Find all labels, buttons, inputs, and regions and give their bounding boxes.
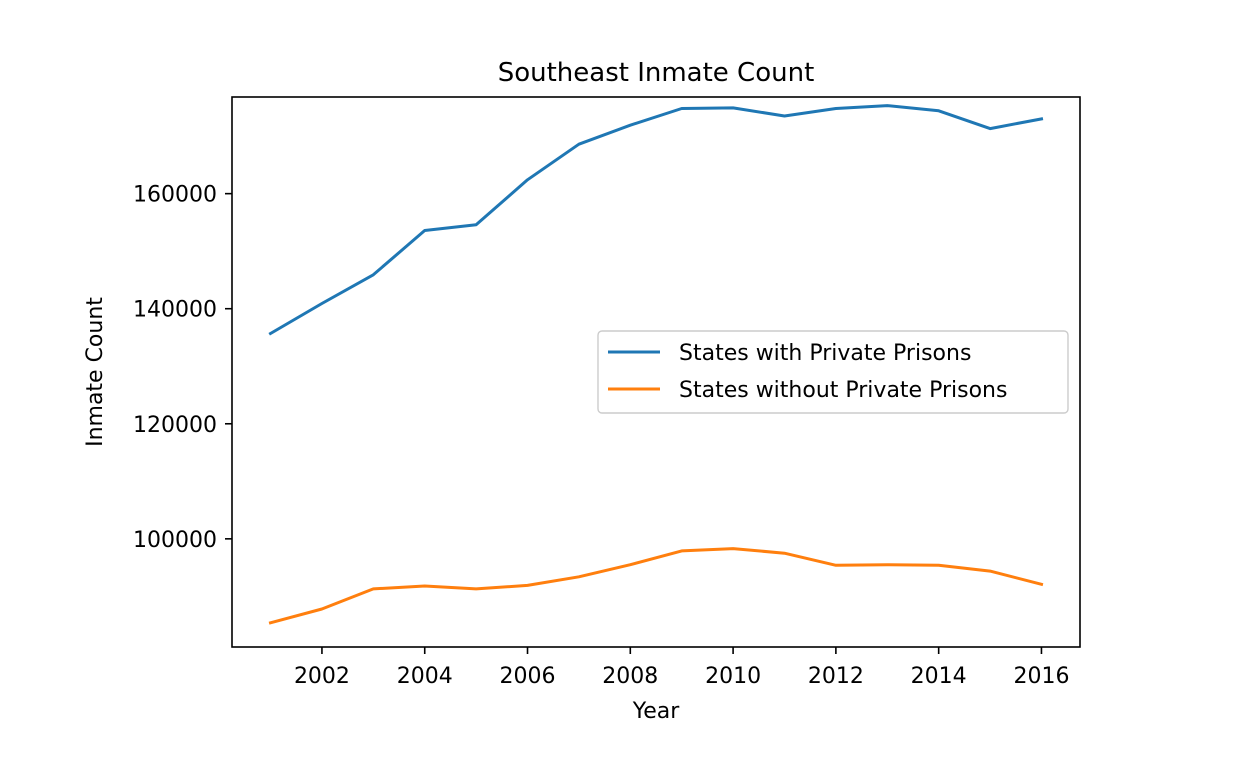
y-tick-label: 100000 <box>133 528 217 553</box>
x-axis-label: Year <box>632 699 681 724</box>
chart-title: Southeast Inmate Count <box>498 58 815 88</box>
x-tick-label: 2008 <box>602 664 658 689</box>
x-tick-label: 2014 <box>911 664 967 689</box>
plot-frame <box>231 96 1081 648</box>
y-tick-label: 160000 <box>133 183 217 208</box>
x-tick-label: 2016 <box>1013 664 1069 689</box>
y-axis: 100000 120000 140000 160000 <box>133 183 232 553</box>
x-tick-label: 2010 <box>705 664 761 689</box>
series-line-1 <box>268 547 1044 625</box>
series-line-0 <box>268 104 1044 336</box>
y-tick-label: 120000 <box>133 413 217 438</box>
x-axis: 2002 2004 2006 2008 2010 2012 2014 2016 <box>294 647 1069 689</box>
series-lines <box>268 104 1044 625</box>
y-tick-label: 140000 <box>133 298 217 323</box>
x-tick-label: 2012 <box>808 664 864 689</box>
legend: States with Private Prisons States witho… <box>597 330 1069 414</box>
x-tick-label: 2004 <box>397 664 453 689</box>
legend-label-private: States with Private Prisons <box>679 341 971 366</box>
y-axis-label: Inmate Count <box>83 297 108 447</box>
legend-label-public: States without Private Prisons <box>679 378 1007 403</box>
legend-frame <box>597 330 1069 414</box>
x-tick-label: 2006 <box>500 664 556 689</box>
x-tick-label: 2002 <box>294 664 350 689</box>
